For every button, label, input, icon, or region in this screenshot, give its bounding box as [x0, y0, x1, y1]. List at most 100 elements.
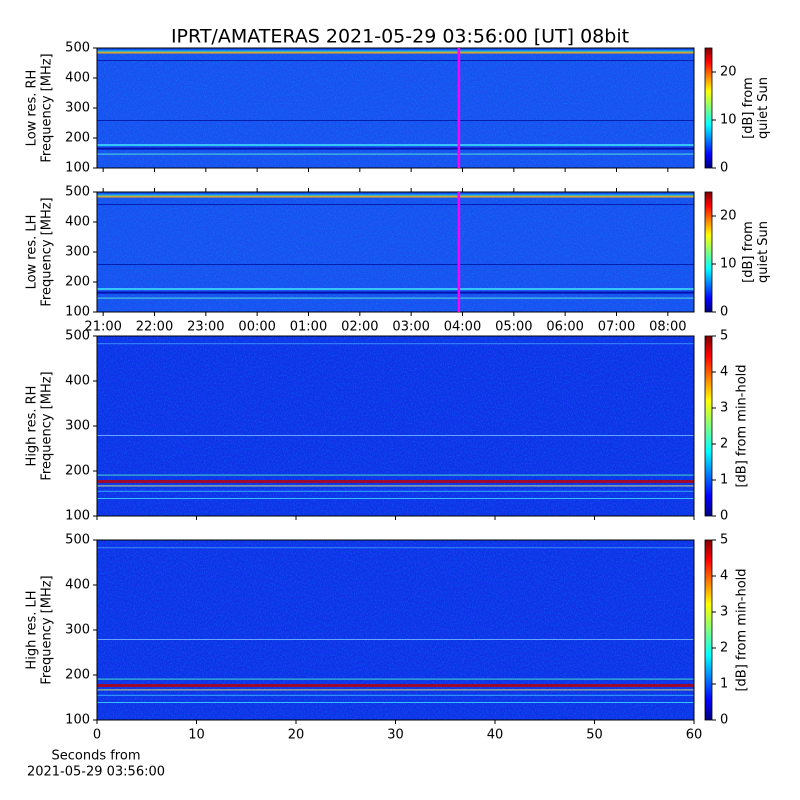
- spectrogram-noise: [97, 336, 694, 516]
- y-tick-label: 500: [65, 185, 90, 200]
- x-tick-label: 30: [387, 728, 404, 743]
- spectrogram-band: [97, 343, 694, 345]
- y-axis-label: Frequency [MHz]: [40, 371, 55, 480]
- x-tick-label: 22:00: [136, 320, 173, 335]
- y-tick-label: 100: [65, 305, 90, 320]
- y-axis-label: Frequency [MHz]: [40, 575, 55, 684]
- spectrogram-band: [97, 689, 694, 691]
- spectrogram-noise: [97, 540, 694, 720]
- y-tick-label: 400: [65, 374, 90, 389]
- y-tick-label: 500: [65, 533, 90, 548]
- x-tick-label: 05:00: [495, 320, 532, 335]
- spectrogram-band: [97, 547, 694, 549]
- x-tick-label: 60: [686, 728, 703, 743]
- colorbar-tick-label: 2: [720, 437, 728, 452]
- y-axis-label: High res. RH: [25, 386, 40, 467]
- spectrogram-band: [97, 147, 694, 150]
- y-tick-label: 400: [65, 215, 90, 230]
- spectrogram-band: [97, 153, 694, 155]
- colorbar-tick-label: 10: [720, 257, 737, 272]
- spectrogram-band: [97, 50, 694, 53]
- y-tick-label: 300: [65, 419, 90, 434]
- colorbar-tick-label: 0: [720, 161, 728, 176]
- y-tick-label: 100: [65, 713, 90, 728]
- x-axis-label: Seconds from: [51, 749, 140, 764]
- colorbar-tick-label: 10: [720, 113, 737, 128]
- x-tick-label: 07:00: [598, 320, 635, 335]
- x-tick-label: 21:00: [84, 320, 121, 335]
- x-tick-label: 03:00: [392, 320, 429, 335]
- spectrogram-band: [97, 498, 694, 499]
- colorbar: [704, 539, 713, 721]
- spectrogram-band: [97, 490, 694, 492]
- x-tick-label: 0: [93, 728, 101, 743]
- colorbar: [704, 47, 713, 169]
- colorbar-tick-label: 5: [720, 533, 728, 548]
- y-tick-label: 100: [65, 509, 90, 524]
- y-tick-label: 400: [65, 578, 90, 593]
- y-tick-label: 500: [65, 41, 90, 56]
- spectrogram-band: [97, 435, 694, 436]
- colorbar-label: [dB] from min-hold: [735, 364, 750, 487]
- colorbar-label: quiet Sun: [756, 77, 771, 139]
- spectrogram-noise: [97, 48, 694, 168]
- y-tick-label: 300: [65, 623, 90, 638]
- spectrogram-band: [97, 485, 694, 487]
- colorbar-tick-label: 1: [720, 677, 728, 692]
- x-tick-label: 50: [586, 728, 603, 743]
- y-tick-label: 200: [65, 464, 90, 479]
- spectrogram-band: [97, 297, 694, 299]
- y-tick-label: 200: [65, 668, 90, 683]
- colorbar: [704, 335, 713, 517]
- colorbar-label: [dB] from: [741, 77, 756, 139]
- x-tick-label: 02:00: [341, 320, 378, 335]
- y-tick-label: 500: [65, 329, 90, 344]
- colorbar-tick-label: 5: [720, 329, 728, 344]
- spectrogram-band: [97, 194, 694, 197]
- chart-title: IPRT/AMATERAS 2021-05-29 03:56:00 [UT] 0…: [171, 26, 629, 48]
- y-tick-label: 300: [65, 245, 90, 260]
- spectrogram-band: [97, 204, 694, 205]
- y-tick-label: 300: [65, 101, 90, 116]
- y-tick-label: 200: [65, 131, 90, 146]
- spectrogram-noise: [97, 192, 694, 312]
- colorbar-label: [dB] from min-hold: [735, 568, 750, 691]
- x-tick-label: 10: [188, 728, 205, 743]
- x-tick-label: 01:00: [290, 320, 327, 335]
- spectrogram-band: [97, 144, 694, 146]
- colorbar-tick-label: 0: [720, 305, 728, 320]
- spectrogram-band: [97, 60, 694, 61]
- spectrogram-band: [97, 684, 694, 687]
- colorbar-tick-label: 0: [720, 509, 728, 524]
- colorbar-tick-label: 3: [720, 401, 728, 416]
- spectrogram-band: [97, 288, 694, 290]
- colorbar-tick-label: 3: [720, 605, 728, 620]
- spectrogram-band: [97, 195, 694, 198]
- y-axis-label: Frequency [MHz]: [40, 197, 55, 306]
- spectrogram-band: [97, 480, 694, 483]
- spectrogram-band: [97, 120, 694, 121]
- colorbar-tick-label: 4: [720, 365, 728, 380]
- spectrogram-band: [97, 678, 694, 680]
- x-tick-label: 00:00: [238, 320, 275, 335]
- y-axis-label: Low res. RH: [25, 70, 40, 147]
- y-tick-label: 200: [65, 275, 90, 290]
- colorbar-label: [dB] from: [741, 221, 756, 283]
- spectrogram-band: [97, 264, 694, 265]
- x-tick-label: 04:00: [444, 320, 481, 335]
- y-axis-label: Frequency [MHz]: [40, 53, 55, 162]
- colorbar-label: quiet Sun: [756, 221, 771, 283]
- spectrogram-band: [97, 639, 694, 640]
- colorbar-tick-label: 0: [720, 713, 728, 728]
- x-tick-label: 08:00: [649, 320, 686, 335]
- colorbar-tick-label: 2: [720, 641, 728, 656]
- spectrogram-band: [97, 694, 694, 696]
- x-tick-label: 40: [487, 728, 504, 743]
- colorbar-tick-label: 20: [720, 209, 737, 224]
- x-tick-label: 06:00: [546, 320, 583, 335]
- spectrogram-band: [97, 51, 694, 54]
- colorbar-tick-label: 4: [720, 569, 728, 584]
- y-axis-label: High res. LH: [25, 590, 40, 669]
- y-tick-label: 100: [65, 161, 90, 176]
